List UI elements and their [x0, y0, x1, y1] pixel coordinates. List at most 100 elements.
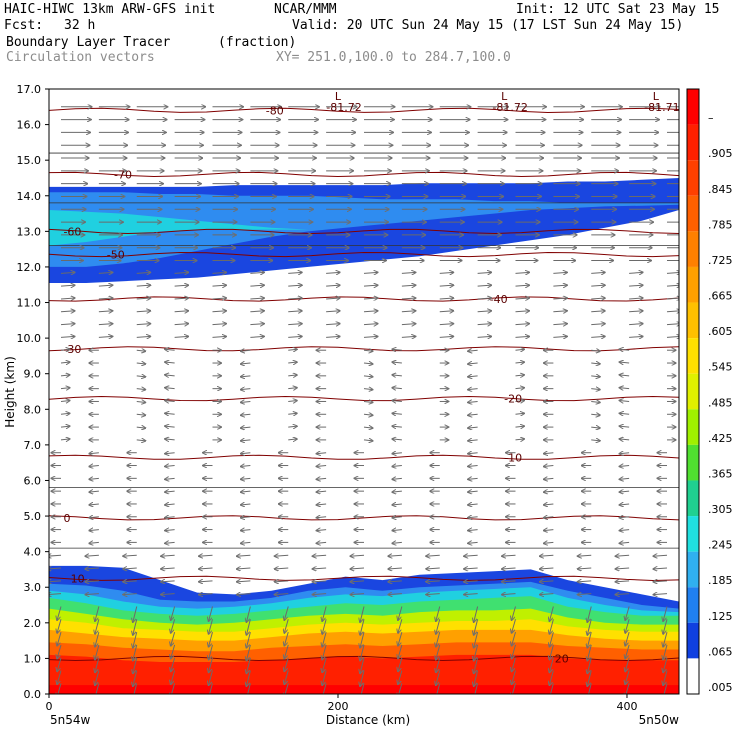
wind-vector: [553, 272, 567, 273]
wind-vector: [288, 413, 297, 414]
wind-vector: [439, 324, 454, 325]
wind-vector: [619, 504, 630, 505]
colorbar-label: .785: [708, 218, 733, 231]
wind-vector: [240, 466, 251, 467]
wind-vector: [85, 555, 99, 556]
wind-vector: [392, 349, 402, 350]
wind-vector: [539, 581, 554, 582]
wind-vector: [512, 606, 516, 620]
y-tick-label: 11.0: [17, 297, 42, 310]
wind-vector: [161, 581, 175, 582]
wind-vector: [288, 336, 302, 337]
colorbar-label: .905: [708, 147, 733, 160]
wind-vector: [392, 413, 402, 414]
wind-vector: [326, 336, 340, 337]
isotherm-line: [49, 296, 679, 302]
wind-vector: [543, 453, 554, 454]
wind-vector: [288, 285, 302, 286]
wind-vector: [199, 555, 213, 556]
wind-vector: [468, 478, 478, 479]
isotherm-label: -50: [107, 248, 125, 261]
wind-vector: [468, 504, 478, 505]
colorbar-label: –: [708, 112, 714, 125]
wind-vector: [629, 285, 643, 286]
forecast-label: Fcst:: [4, 18, 44, 33]
wind-vector: [392, 466, 402, 467]
wind-vector: [98, 336, 113, 337]
wind-vector: [439, 285, 454, 286]
wind-vector: [619, 453, 630, 454]
wind-vector: [326, 298, 340, 299]
wind-vector: [89, 491, 99, 492]
wind-vector: [577, 594, 592, 595]
low-marker: L: [335, 90, 342, 103]
isotherm-label: 10: [71, 572, 85, 585]
wind-vector: [426, 568, 440, 569]
wind-vector: [577, 555, 592, 556]
wind-vector: [57, 606, 62, 620]
wind-vector: [392, 400, 402, 401]
wind-vector: [591, 401, 600, 402]
wind-vector: [136, 401, 146, 402]
wind-vector: [619, 530, 630, 531]
low-value-label: -81.72: [492, 101, 527, 114]
wind-vector: [95, 606, 100, 621]
wind-vector: [89, 453, 99, 454]
colorbar-swatch: [687, 302, 699, 339]
wind-vector: [615, 555, 630, 556]
wind-vector: [401, 336, 416, 337]
wind-vector: [165, 375, 175, 376]
isotherm-label: -60: [63, 225, 81, 238]
wind-vector: [316, 530, 327, 531]
wind-vector: [515, 298, 530, 299]
wind-vector: [515, 439, 525, 440]
wind-vector: [539, 594, 554, 595]
wind-vector: [250, 336, 264, 337]
wind-vector: [515, 375, 525, 376]
isotherm-label: 20: [555, 652, 569, 665]
wind-vector: [468, 427, 478, 428]
wind-vector: [392, 542, 402, 543]
wind-vector: [439, 336, 454, 337]
colorbar-swatch: [687, 195, 699, 232]
wind-vector: [363, 285, 378, 286]
wind-vector: [591, 272, 605, 273]
wind-vector: [363, 427, 373, 428]
wind-vector: [212, 272, 227, 273]
axes: 0.0 1.0 2.0 3.0 4.0 5.0 6.0 7.0 8.0 9.0 10.0 11.0 12…: [17, 83, 638, 713]
wind-vector: [477, 285, 492, 286]
wind-vector: [98, 298, 113, 299]
colorbar-label: .185: [708, 574, 733, 587]
wind-vector: [439, 298, 454, 299]
wind-vector: [240, 427, 251, 428]
x-left-endpoint: 5n54w: [50, 713, 91, 727]
wind-vector: [474, 606, 479, 622]
wind-vector: [161, 594, 175, 595]
wind-vector: [539, 555, 554, 556]
wind-vector: [165, 542, 175, 543]
wind-vector: [240, 401, 251, 402]
colorbar-swatch: [687, 89, 699, 125]
wind-vector: [464, 594, 478, 595]
wind-vector: [663, 606, 668, 621]
wind-vector: [161, 568, 175, 569]
y-tick-label: 14.0: [17, 190, 42, 203]
wind-vector: [392, 491, 402, 492]
wind-vector: [199, 568, 213, 569]
wind-vector: [250, 311, 264, 312]
y-tick-label: 3.0: [24, 581, 42, 594]
wind-vector: [515, 324, 530, 325]
wind-vector: [363, 298, 378, 299]
wind-vector: [174, 324, 189, 325]
wind-vector: [123, 594, 137, 595]
overlay-name: Circulation vectors: [6, 50, 155, 65]
wind-vector: [543, 504, 554, 505]
wind-vector: [85, 594, 99, 595]
isotherm-line: [49, 395, 679, 402]
wind-vector: [619, 439, 630, 440]
wind-vector: [60, 298, 75, 299]
wind-vector: [316, 453, 327, 454]
wind-vector: [85, 568, 99, 569]
wind-vector: [553, 285, 567, 286]
tracer-band-8: [49, 654, 679, 694]
